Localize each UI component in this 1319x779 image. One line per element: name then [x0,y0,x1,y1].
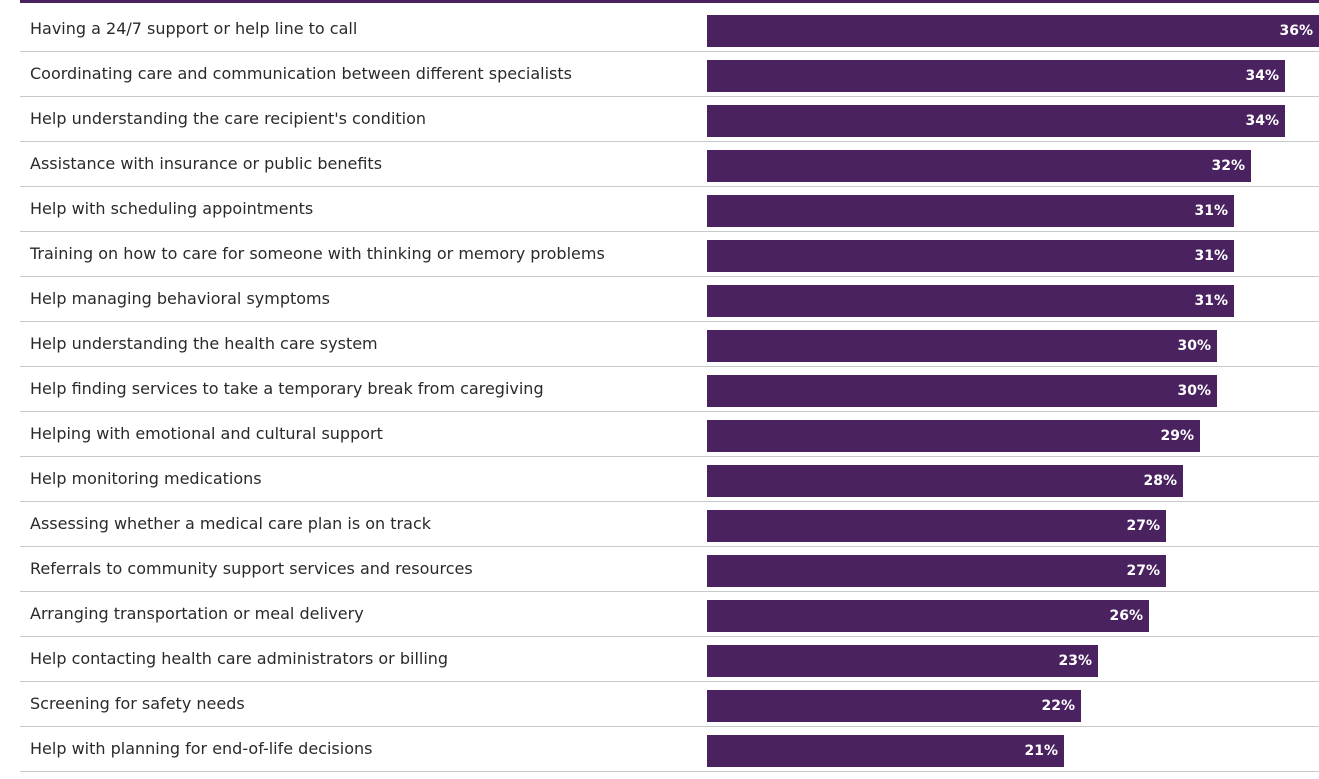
category-label: Referrals to community support services … [30,559,473,578]
bar-row: Helping with emotional and cultural supp… [20,412,1319,457]
bar: 30% [707,330,1217,362]
category-label: Help understanding the health care syste… [30,334,378,353]
bar-row: Coordinating care and communication betw… [20,52,1319,97]
bar-value-label: 27% [1126,518,1160,534]
bar: 27% [707,510,1166,542]
bar: 28% [707,465,1183,497]
bar-value-label: 21% [1024,743,1058,759]
bar-value-label: 30% [1177,338,1211,354]
bar-row: Arranging transportation or meal deliver… [20,592,1319,637]
bar: 34% [707,105,1285,137]
bar-row: Help with planning for end-of-life decis… [20,727,1319,772]
bar-row: Having a 24/7 support or help line to ca… [20,7,1319,52]
bar: 31% [707,195,1234,227]
category-label: Screening for safety needs [30,694,245,713]
category-label: Help contacting health care administrato… [30,649,449,668]
category-label: Training on how to care for someone with… [30,244,605,263]
bar-value-label: 36% [1279,23,1313,39]
category-label: Help managing behavioral symptoms [30,289,330,308]
bar-value-label: 30% [1177,383,1211,399]
bar: 21% [707,735,1064,767]
bar: 34% [707,60,1285,92]
bar: 29% [707,420,1200,452]
bar-value-label: 34% [1245,68,1279,84]
bar: 30% [707,375,1217,407]
bar: 23% [707,645,1098,677]
category-label: Help with planning for end-of-life decis… [30,739,373,758]
bar-row: Help understanding the care recipient's … [20,97,1319,142]
category-label: Help understanding the care recipient's … [30,109,427,128]
bar-row: Help understanding the health care syste… [20,322,1319,367]
bar-value-label: 22% [1041,698,1075,714]
bar: 31% [707,285,1234,317]
bar-value-label: 27% [1126,563,1160,579]
bar: 27% [707,555,1166,587]
category-label: Coordinating care and communication betw… [30,64,572,83]
category-label: Assistance with insurance or public bene… [30,154,383,173]
bar-value-label: 26% [1109,608,1143,624]
bar-value-label: 31% [1194,293,1228,309]
bar-row: Training on how to care for someone with… [20,232,1319,277]
bar-value-label: 31% [1194,248,1228,264]
category-label: Having a 24/7 support or help line to ca… [30,19,358,38]
category-label: Helping with emotional and cultural supp… [30,424,383,443]
bar-value-label: 34% [1245,113,1279,129]
bar-row: Help finding services to take a temporar… [20,367,1319,412]
bar-value-label: 23% [1058,653,1092,669]
bar-row: Assessing whether a medical care plan is… [20,502,1319,547]
bar: 22% [707,690,1081,722]
bar-row: Help contacting health care administrato… [20,637,1319,682]
bar: 31% [707,240,1234,272]
bar-row: Referrals to community support services … [20,547,1319,592]
category-label: Assessing whether a medical care plan is… [30,514,431,533]
bar-row: Help monitoring medications 28% [20,457,1319,502]
bar-row: Help managing behavioral symptoms 31% [20,277,1319,322]
bar: 26% [707,600,1149,632]
category-label: Help finding services to take a temporar… [30,379,544,398]
bar-row: Help with scheduling appointments 31% [20,187,1319,232]
bar: 32% [707,150,1251,182]
bar-value-label: 32% [1211,158,1245,174]
bar-value-label: 29% [1160,428,1194,444]
category-label: Arranging transportation or meal deliver… [30,604,364,623]
category-label: Help monitoring medications [30,469,262,488]
category-label: Help with scheduling appointments [30,199,314,218]
bar: 36% [707,15,1319,47]
bar-row: Screening for safety needs 22% [20,682,1319,727]
bar-value-label: 31% [1194,203,1228,219]
bar-value-label: 28% [1143,473,1177,489]
top-rule [20,0,1319,3]
bar-row: Assistance with insurance or public bene… [20,142,1319,187]
